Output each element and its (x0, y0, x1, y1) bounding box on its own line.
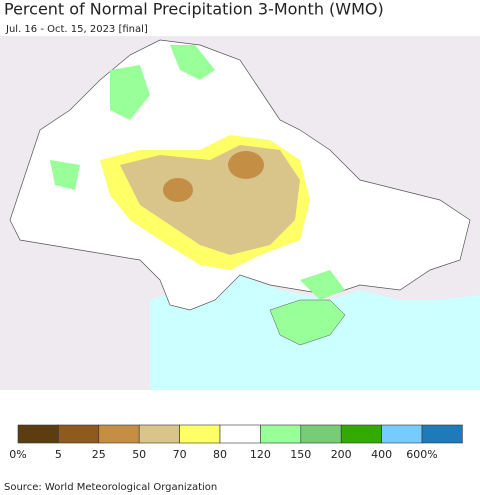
legend-swatch (381, 424, 423, 444)
legend-label: 5 (55, 448, 62, 461)
legend-label: 0% (9, 448, 26, 461)
legend: 0% 5 25 50 70 80 120 150 200 400 600% (9, 424, 463, 461)
legend-swatch (138, 424, 180, 444)
source: Source: World Meteorological Organizatio… (4, 482, 217, 493)
legend-label: 200 (331, 448, 352, 461)
legend-swatch (179, 424, 221, 444)
legend-swatch (17, 424, 59, 444)
legend-swatch (300, 424, 342, 444)
driest-zone (228, 151, 264, 179)
title: Percent of Normal Precipitation 3-Month … (4, 0, 384, 19)
legend-swatch (219, 424, 261, 444)
legend-swatch (260, 424, 302, 444)
legend-swatch (98, 424, 140, 444)
legend-swatch (340, 424, 382, 444)
legend-label: 150 (290, 448, 311, 461)
subtitle: Jul. 16 - Oct. 15, 2023 [final] (5, 24, 148, 35)
wet-zone (50, 45, 345, 300)
driest-zone (163, 178, 193, 202)
legend-swatch (58, 424, 100, 444)
map (0, 36, 480, 390)
legend-label: 80 (213, 448, 227, 461)
legend-label: 120 (250, 448, 271, 461)
legend-label: 25 (92, 448, 106, 461)
legend-label: 70 (173, 448, 187, 461)
legend-label: 50 (132, 448, 146, 461)
legend-label: 400 (371, 448, 392, 461)
legend-swatch (421, 424, 463, 444)
legend-label: 600% (406, 448, 437, 461)
crimea (269, 299, 346, 346)
